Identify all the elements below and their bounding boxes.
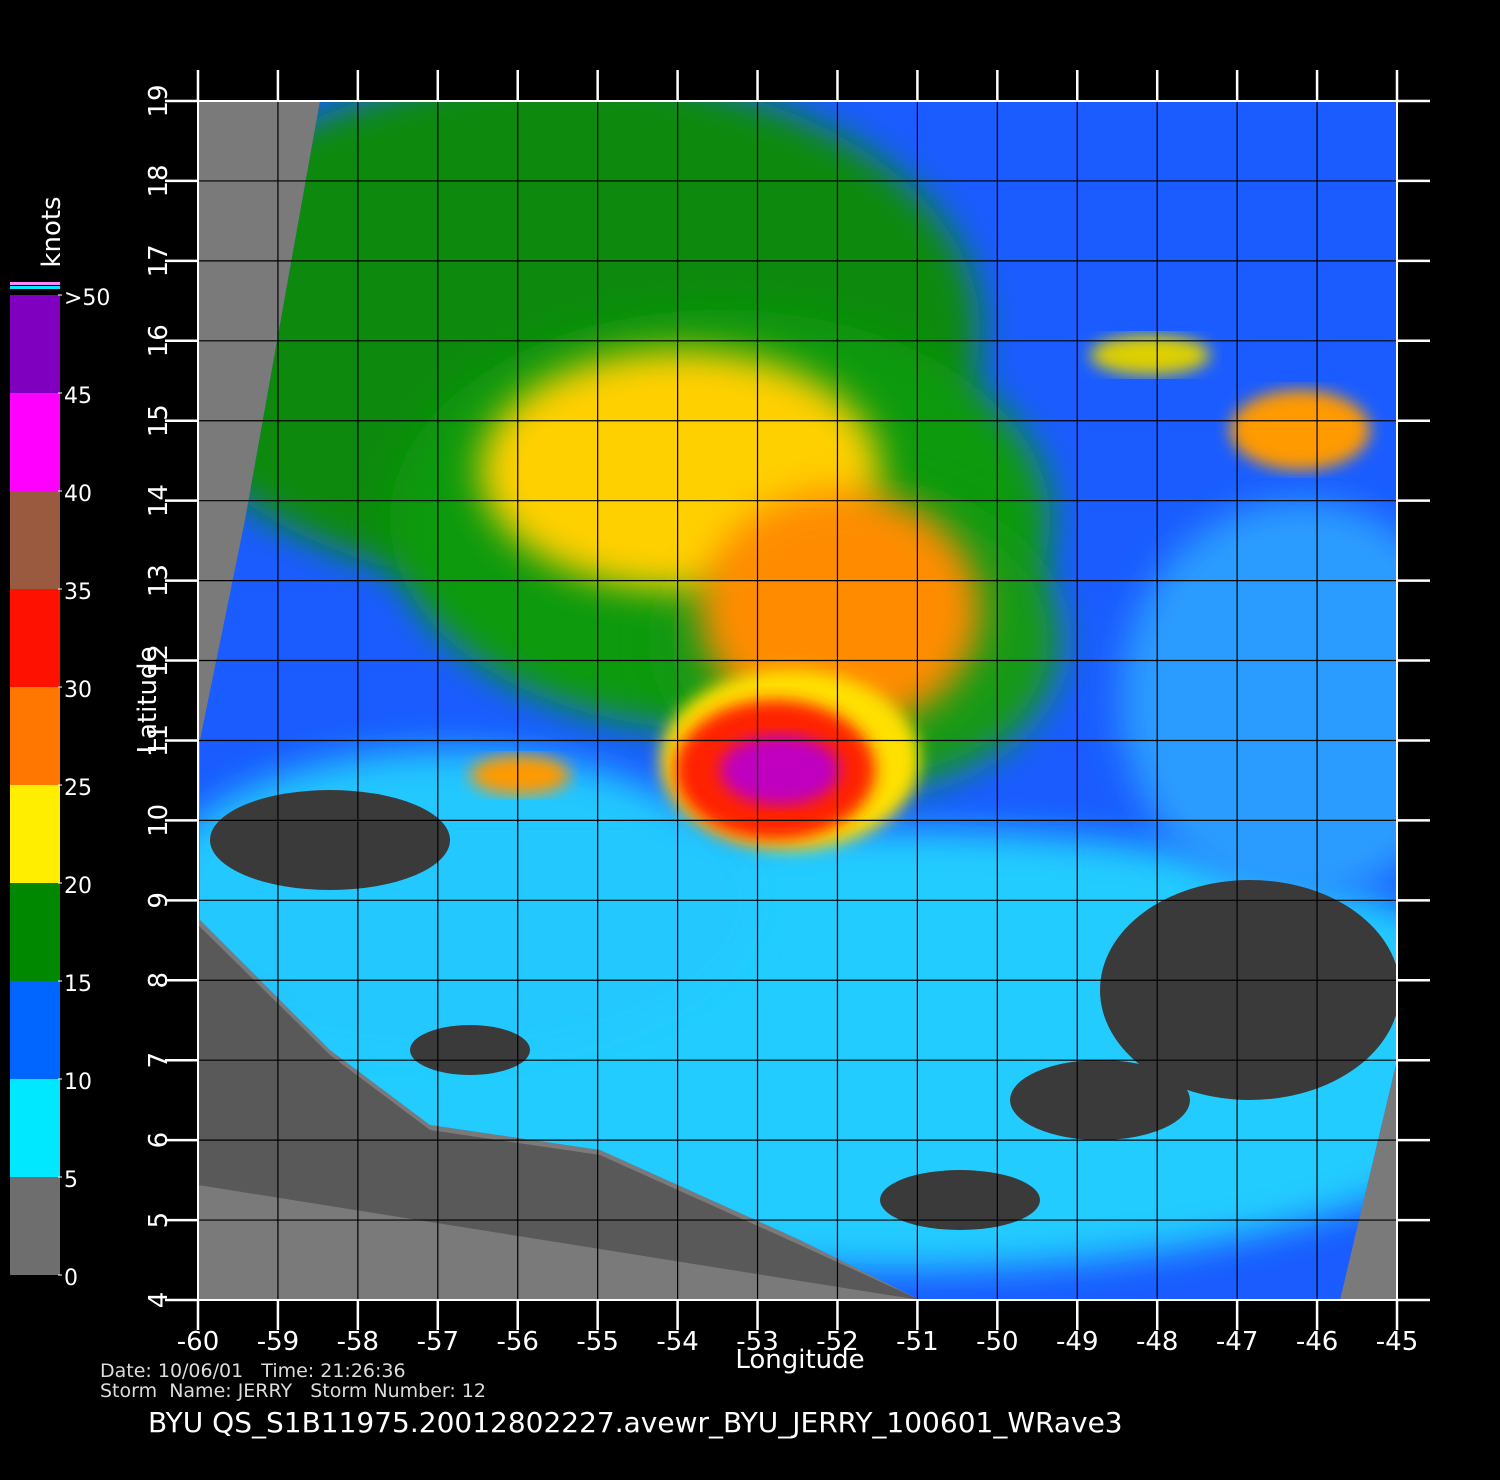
colorbar-cap <box>10 282 60 285</box>
y-tick-label: 13 <box>144 564 174 597</box>
colorbar-segment <box>10 981 60 1079</box>
colorbar-tick-label: 35 <box>64 580 92 605</box>
x-tick-label: -54 <box>656 1327 698 1357</box>
y-tick-label: 10 <box>144 804 174 837</box>
y-tick-label: 15 <box>144 404 174 437</box>
x-tick-label: -48 <box>1136 1327 1178 1357</box>
colorbar-segment <box>10 1079 60 1177</box>
x-tick-label: -57 <box>417 1327 459 1357</box>
land-band <box>198 925 920 1300</box>
y-tick-label: 18 <box>144 164 174 197</box>
y-tick-label: 8 <box>144 972 174 989</box>
colorbar-label: knots <box>37 196 67 267</box>
colorbar-tick-label: 20 <box>64 874 92 899</box>
plot-frame <box>197 100 1398 1301</box>
y-tick-label: 19 <box>144 84 174 117</box>
storm-line: Storm Name: JERRY Storm Number: 12 <box>100 1380 486 1402</box>
colorbar-cap <box>10 286 60 289</box>
land-band-lower <box>198 1185 920 1300</box>
y-tick-label: 4 <box>144 1292 174 1309</box>
y-tick-label: 12 <box>144 644 174 677</box>
colorbar-tick-label: 15 <box>64 972 92 997</box>
map-imagery <box>198 101 1397 1300</box>
y-tick-label: 16 <box>144 324 174 357</box>
y-tick-label: 17 <box>144 244 174 277</box>
x-tick-label: -49 <box>1056 1327 1098 1357</box>
rain-flag <box>210 790 1397 1230</box>
y-tick-label: 5 <box>144 1212 174 1229</box>
x-axis-label: Longitude <box>735 1345 864 1375</box>
date-line: Date: 10/06/01 Time: 21:26:36 <box>100 1360 406 1382</box>
axes: -60 -59 -58 -57 -56 -55 -54 -53 -52 -51 -50 -49 -48 -… <box>10 70 1430 1357</box>
y-axis-label: Latitude <box>133 646 163 753</box>
colorbar-tick-label: 30 <box>64 678 92 703</box>
wind-field <box>200 101 1397 1270</box>
x-tick-label: -51 <box>896 1327 938 1357</box>
colorbar-tick-label: 0 <box>64 1266 78 1291</box>
footer-title: BYU QS_S1B11975.20012802227.avewr_BYU_JE… <box>148 1406 1123 1439</box>
colorbar-segment <box>10 1177 60 1275</box>
colorbar-tick-label: 10 <box>64 1070 92 1095</box>
x-tick-label: -47 <box>1216 1327 1258 1357</box>
x-tick-label: -50 <box>976 1327 1018 1357</box>
colorbar-segment <box>10 393 60 491</box>
colorbar-segment <box>10 589 60 687</box>
colorbar-tick-label: 40 <box>64 482 92 507</box>
x-tick-label: -53 <box>736 1327 778 1357</box>
x-tick-label: -59 <box>257 1327 299 1357</box>
x-tick-label: -52 <box>816 1327 858 1357</box>
colorbar-segment <box>10 491 60 589</box>
y-tick-label: 14 <box>144 484 174 517</box>
y-tick-label: 11 <box>144 724 174 757</box>
colorbar-tick-label: >50 <box>64 286 110 311</box>
colorbar-segment <box>10 785 60 883</box>
colorbar-tick-label: 45 <box>64 384 92 409</box>
colorbar-tick-label: 25 <box>64 776 92 801</box>
y-tick-label: 9 <box>144 892 174 909</box>
colorbar-segment <box>10 295 60 393</box>
x-tick-label: -55 <box>576 1327 618 1357</box>
colorbar-tick-label: 5 <box>64 1168 78 1193</box>
y-tick-label: 6 <box>144 1132 174 1149</box>
x-tick-label: -58 <box>337 1327 379 1357</box>
x-tick-label: -56 <box>496 1327 538 1357</box>
x-tick-label: -45 <box>1376 1327 1418 1357</box>
colorbar-segment <box>10 883 60 981</box>
x-tick-label: -46 <box>1296 1327 1338 1357</box>
colorbar-segment <box>10 687 60 785</box>
y-tick-label: 7 <box>144 1052 174 1069</box>
x-tick-label: -60 <box>177 1327 219 1357</box>
